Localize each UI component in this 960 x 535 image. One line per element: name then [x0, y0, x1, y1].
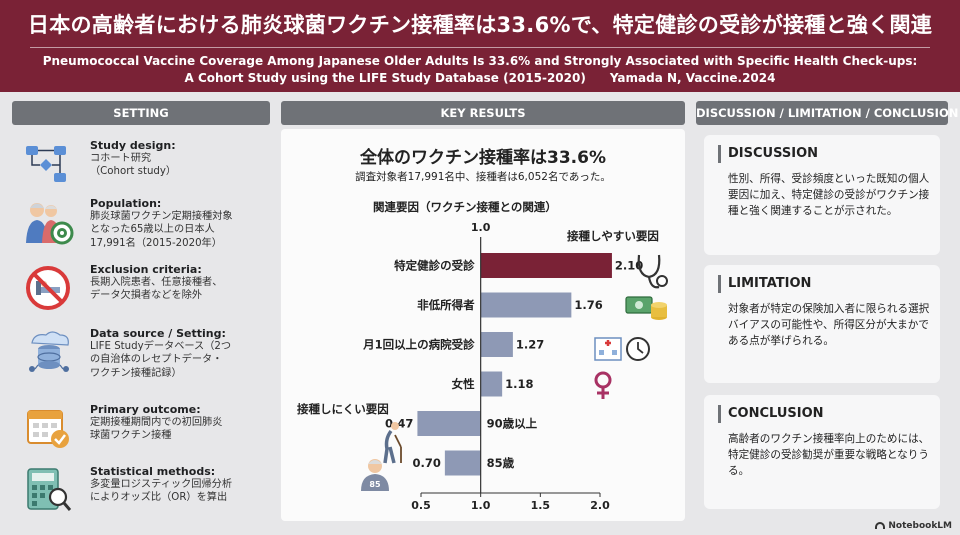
results-column: KEY RESULTS 全体のワクチン接種率は33.6% 調査対象者17,991…	[281, 101, 685, 521]
setting-desc: 多変量ロジスティック回帰分析 によりオッズ比（OR）を算出	[90, 479, 233, 504]
citation: Yamada N, Vaccine.2024	[609, 71, 776, 85]
setting-title: Primary outcome:	[90, 403, 201, 416]
chart-title: 関連要因（ワクチン接種との関連）	[373, 200, 557, 214]
setting-list: Study design: コホート研究 （Cohort study） Popu…	[12, 125, 270, 525]
bar-0	[480, 253, 612, 278]
setting-item-primary-outcome: Primary outcome: 定期接種期間内での初回肺炎 球菌ワクチン接種	[12, 403, 270, 461]
no-hospital-bed-icon	[26, 266, 70, 310]
setting-item-statistical-methods: Statistical methods: 多変量ロジスティック回帰分析 によりオ…	[12, 465, 270, 523]
bar-4	[417, 411, 481, 436]
results-heading: KEY RESULTS	[281, 101, 685, 125]
setting-item-study-design: Study design: コホート研究 （Cohort study）	[12, 139, 270, 199]
category-label: 女性	[452, 377, 475, 391]
elderly-cane-icon	[383, 422, 402, 464]
notebooklm-logo: NotebookLM	[875, 521, 952, 531]
bar-5	[444, 450, 481, 476]
discussion-card-text: 性別、所得、受診頻度といった既知の個人要因に加え、特定健診の受診がワクチン接種と…	[728, 173, 930, 217]
setting-title: Statistical methods:	[90, 465, 216, 478]
value-label: 1.27	[516, 338, 544, 352]
setting-desc: 長期入院患者、任意接種者、 データ欠損者などを除外	[90, 277, 223, 302]
setting-item-population: Population: 肺炎球菌ワクチン定期接種対象 となった65歳以上の日本人…	[12, 197, 270, 263]
discussion-card-title: DISCUSSION	[718, 145, 818, 163]
category-label: 85歳	[487, 456, 515, 470]
category-label: 月1回以上の病院受診	[362, 338, 475, 352]
setting-title: Study design:	[90, 139, 176, 152]
female-symbol-icon	[594, 371, 612, 399]
english-title-line2: A Cohort Study using the LIFE Study Data…	[0, 70, 960, 87]
setting-title: Population:	[90, 197, 162, 210]
logo-text: NotebookLM	[888, 521, 952, 531]
hard-factor-label: 接種しにくい要因	[297, 402, 389, 416]
discussion-card: DISCUSSION 性別、所得、受診頻度といった既知の個人要因に加え、特定健診…	[704, 135, 940, 255]
setting-desc: LIFE Studyデータベース（2つ の自治体のレセプトデータ・ ワクチン接種…	[90, 341, 232, 379]
x-tick-label: 0.5	[411, 499, 431, 512]
discussion-column: DISCUSSION / LIMITATION / CONCLUSION DIS…	[696, 101, 958, 521]
value-label: 2.10	[615, 259, 643, 273]
bar-3	[480, 371, 503, 397]
setting-column: SETTING Study design: コホート研究 （Cohort stu…	[12, 101, 270, 527]
setting-item-exclusion: Exclusion criteria: 長期入院患者、任意接種者、 データ欠損者…	[12, 263, 270, 317]
bar-1	[480, 292, 572, 318]
limitation-card-title: LIMITATION	[718, 275, 811, 293]
overall-coverage-subtext: 調査対象者17,991名中、接種者は6,052名であった。	[355, 171, 611, 183]
x-tick-label: 2.0	[590, 499, 610, 512]
overall-coverage-headline: 全体のワクチン接種率は33.6%	[360, 148, 606, 168]
value-label: 1.76	[574, 298, 602, 312]
calculator-magnifier-icon	[27, 468, 72, 511]
odds-ratio-chart: 1.0 0.5 1.0 1.5 2.0 特定健診の受診 2.10 非低所得者 1.76 月1回以上…	[361, 221, 668, 512]
discussion-heading: DISCUSSION / LIMITATION / CONCLUSION	[696, 101, 958, 125]
setting-desc: 定期接種期間内での初回肺炎 球菌ワクチン接種	[90, 417, 223, 442]
category-label: 特定健診の受診	[394, 259, 475, 273]
logo-mark-icon	[875, 522, 886, 529]
results-panel: 全体のワクチン接種率は33.6% 調査対象者17,991名中、接種者は6,052…	[281, 129, 685, 521]
english-title-line2-text: A Cohort Study using the LIFE Study Data…	[184, 71, 586, 85]
setting-desc: コホート研究 （Cohort study）	[90, 153, 177, 178]
limitation-card: LIMITATION 対象者が特定の保険加入者に限られる選択バイアスの可能性や、…	[704, 265, 940, 383]
category-label: 非低所得者	[417, 298, 475, 312]
database-icon	[29, 331, 69, 372]
setting-item-data-source: Data source / Setting: LIFE Studyデータベース（…	[12, 327, 270, 393]
value-label: 1.18	[505, 377, 533, 391]
limitation-card-text: 対象者が特定の保険加入者に限られる選択バイアスの可能性や、所得区分が大まかである…	[728, 303, 930, 347]
conclusion-card: CONCLUSION 高齢者のワクチン接種率向上のためには、特定健診の受診勧奨が…	[704, 395, 940, 509]
x-tick-label: 1.0	[471, 499, 491, 512]
money-icon	[625, 296, 667, 320]
elderly-couple-target-icon	[26, 203, 74, 245]
setting-heading: SETTING	[12, 101, 270, 125]
english-title: Pneumococcal Vaccine Coverage Among Japa…	[0, 53, 960, 87]
header-banner: 日本の高齢者における肺炎球菌ワクチン接種率は33.6%で、特定健診の受診が接種と…	[0, 0, 960, 92]
easy-factor-label: 接種しやすい要因	[567, 229, 659, 243]
stethoscope-icon	[637, 254, 668, 289]
title-divider	[30, 47, 930, 48]
conclusion-card-text: 高齢者のワクチン接種率向上のためには、特定健診の受診勧奨が重要な戦略となりうる。	[728, 433, 930, 477]
reference-line-label: 1.0	[471, 221, 491, 234]
x-tick-label: 1.5	[531, 499, 551, 512]
value-label: 0.47	[385, 417, 413, 431]
elderly-85-icon: 85	[361, 459, 389, 491]
value-label: 0.70	[412, 456, 440, 470]
setting-title: Data source / Setting:	[90, 327, 226, 340]
english-title-line1: Pneumococcal Vaccine Coverage Among Japa…	[42, 54, 918, 68]
setting-title: Exclusion criteria:	[90, 263, 202, 276]
setting-desc: 肺炎球菌ワクチン定期接種対象 となった65歳以上の日本人 17,991名（201…	[90, 211, 233, 249]
hospital-clock-icon	[594, 337, 650, 361]
page-title: 日本の高齢者における肺炎球菌ワクチン接種率は33.6%で、特定健診の受診が接種と…	[27, 13, 933, 37]
svg-text:85: 85	[369, 480, 381, 489]
conclusion-card-title: CONCLUSION	[718, 405, 824, 423]
category-label: 90歳以上	[487, 417, 538, 431]
flowchart-icon	[26, 146, 66, 182]
bar-2	[480, 332, 513, 357]
calendar-check-icon	[27, 410, 69, 448]
